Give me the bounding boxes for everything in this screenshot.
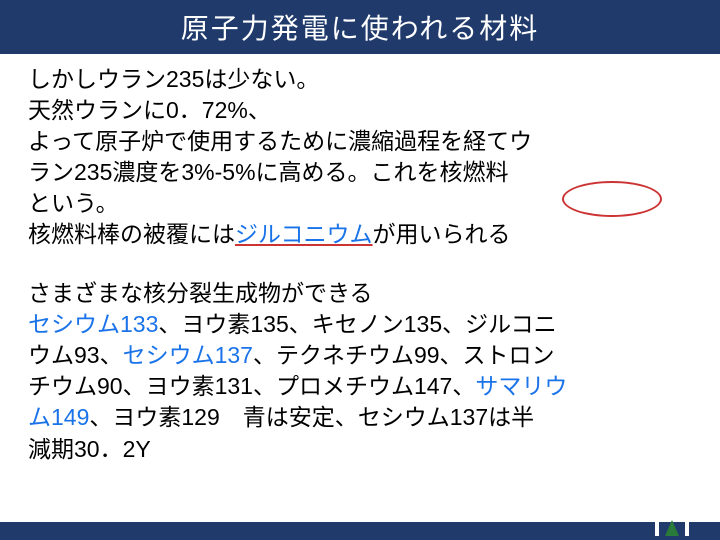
p2-line1: さまざまな核分裂生成物ができる	[28, 280, 373, 306]
p1-line6c: が用いられる	[373, 221, 511, 247]
p2-line3a: ウム93、	[28, 342, 123, 368]
slide-title: 原子力発電に使われる材料	[181, 7, 540, 47]
p2-line3c: 、テクネチウム99、ストロン	[253, 342, 555, 368]
p1-line4a: ラン235濃度を3%‐5%に高める。これを	[28, 159, 440, 185]
p2-line4a: チウム90、ヨウ素131、プロメチウム147、	[28, 373, 475, 399]
title-bar: 原子力発電に使われる材料	[0, 0, 720, 54]
p1-kakunenryo: 核燃料	[440, 159, 509, 185]
paragraph-1: しかしウラン235は少ない。 天然ウランに0．72%、 よって原子炉で使用するた…	[28, 64, 692, 250]
p2-line5b: 、ヨウ素129 青は安定、セシウム137は半	[89, 404, 534, 430]
p1-line1: しかしウラン235は少ない。	[28, 66, 319, 92]
slide-content: しかしウラン235は少ない。 天然ウランに0．72%、 よって原子炉で使用するた…	[0, 54, 720, 465]
p2-line6: 減期30．2Y	[28, 436, 151, 462]
p2-cesium133: セシウム133	[28, 311, 158, 337]
logo-icon	[648, 516, 696, 536]
p1-line2: 天然ウランに0．72%、	[28, 97, 271, 123]
p1-zirconium: ジルコニウム	[235, 221, 373, 247]
footer-bar	[0, 522, 720, 540]
p2-cesium137: セシウム137	[123, 342, 253, 368]
p1-line6a: 核燃料棒の被覆には	[28, 221, 235, 247]
p2-line2b: 、ヨウ素135、キセノン135、ジルコニ	[158, 311, 556, 337]
paragraph-2: さまざまな核分裂生成物ができる セシウム133、ヨウ素135、キセノン135、ジ…	[28, 278, 692, 464]
p1-line3: よって原子炉で使用するために濃縮過程を経てウ	[28, 128, 532, 154]
p2-samarium-b: ム149	[28, 404, 89, 430]
p1-line5: という。	[28, 190, 119, 216]
p2-samarium-a: サマリウ	[475, 373, 567, 399]
